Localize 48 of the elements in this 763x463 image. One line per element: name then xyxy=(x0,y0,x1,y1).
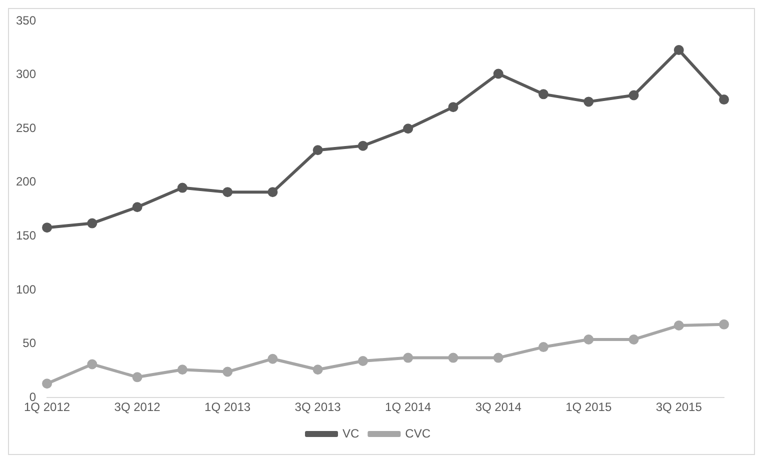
point xyxy=(177,182,188,193)
point xyxy=(268,187,278,198)
point xyxy=(42,222,52,233)
point xyxy=(628,334,639,344)
y-tick-label: 350 xyxy=(16,13,36,28)
point xyxy=(719,94,729,105)
point xyxy=(403,352,414,363)
x-tick-label: 1Q 2015 xyxy=(566,400,612,414)
point xyxy=(538,89,548,100)
point xyxy=(222,187,233,198)
point xyxy=(42,378,52,389)
point xyxy=(132,372,142,382)
y-tick-label: 250 xyxy=(16,120,36,135)
point xyxy=(222,366,233,377)
point xyxy=(403,124,414,134)
point xyxy=(448,352,458,363)
x-tick-label: 3Q 2015 xyxy=(656,400,702,414)
point xyxy=(132,202,142,212)
point xyxy=(177,364,188,375)
point xyxy=(538,342,548,352)
point xyxy=(448,102,458,112)
point xyxy=(628,90,639,100)
x-tick-label: 1Q 2014 xyxy=(385,400,432,414)
y-tick-label: 300 xyxy=(16,67,36,82)
legend-label: VC xyxy=(342,426,360,440)
point xyxy=(87,359,98,370)
point xyxy=(719,319,729,330)
x-tick-label: 3Q 2014 xyxy=(475,400,522,414)
point xyxy=(268,354,278,364)
point xyxy=(584,96,594,107)
x-tick-label: 1Q 2013 xyxy=(204,400,251,414)
y-tick-label: 150 xyxy=(16,228,36,243)
y-tick-label: 100 xyxy=(16,282,36,296)
point xyxy=(358,140,368,151)
point xyxy=(493,352,504,363)
y-tick-label: 200 xyxy=(16,174,36,189)
point xyxy=(584,334,594,344)
legend-label: CVC xyxy=(405,426,431,440)
point xyxy=(674,45,684,56)
point xyxy=(87,218,98,228)
point xyxy=(358,356,368,366)
x-tick-label: 3Q 2012 xyxy=(114,400,161,414)
point xyxy=(312,364,323,375)
point xyxy=(674,320,684,331)
point xyxy=(493,68,504,79)
y-tick-label: 50 xyxy=(22,336,36,350)
point xyxy=(312,145,323,156)
x-tick-label: 3Q 2013 xyxy=(294,400,342,414)
